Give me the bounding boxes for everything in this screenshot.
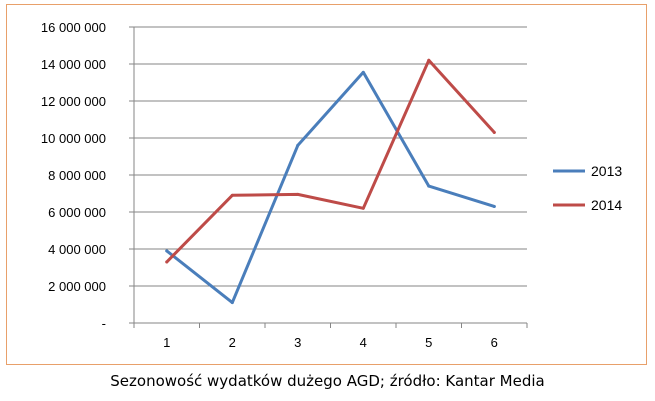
x-tick-label: 2 (229, 335, 236, 350)
line-chart: - 2 000 000 4 000 000 6 000 000 8 000 000 10 … (41, 20, 622, 350)
y-tick-label: 8 000 000 (48, 168, 106, 183)
x-tick-label: 3 (294, 335, 301, 350)
y-tick-label: 14 000 000 (41, 57, 106, 72)
grid-layer (134, 26, 527, 287)
legend-label-2014: 2014 (591, 197, 622, 213)
x-tick-label: 1 (163, 335, 170, 350)
x-tick-label: 4 (360, 335, 367, 350)
data-point-2013 (296, 143, 300, 147)
x-tick-label: 6 (491, 335, 498, 350)
legend-label-2013: 2013 (591, 163, 622, 179)
y-tick-label: 6 000 000 (48, 205, 106, 220)
y-tick-label: 10 000 000 (41, 131, 106, 146)
y-tick-label: - (102, 316, 106, 331)
data-point-2013 (361, 70, 365, 74)
data-point-2014 (492, 130, 496, 134)
data-point-2014 (296, 192, 300, 196)
series-layer (165, 58, 496, 305)
data-point-2014 (361, 206, 365, 210)
axis-layer: - 2 000 000 4 000 000 6 000 000 8 000 000 10 … (41, 20, 528, 350)
data-point-2013 (230, 301, 234, 305)
series-line-2014 (165, 58, 496, 264)
series-line-2013 (165, 70, 496, 305)
x-tick-label: 5 (425, 335, 432, 350)
y-tick-label: 12 000 000 (41, 94, 106, 109)
data-point-2013 (427, 184, 431, 188)
chart-caption: Sezonowość wydatków dużego AGD; źródło: … (110, 372, 545, 390)
y-tick-label: 16 000 000 (41, 20, 106, 35)
data-point-2013 (165, 249, 169, 253)
y-tick-label: 4 000 000 (48, 242, 106, 257)
data-point-2014 (165, 260, 169, 264)
data-point-2014 (230, 193, 234, 197)
data-point-2013 (492, 204, 496, 208)
data-point-2014 (427, 58, 431, 62)
legend: 2013 2014 (553, 163, 622, 213)
y-tick-label: 2 000 000 (48, 279, 106, 294)
